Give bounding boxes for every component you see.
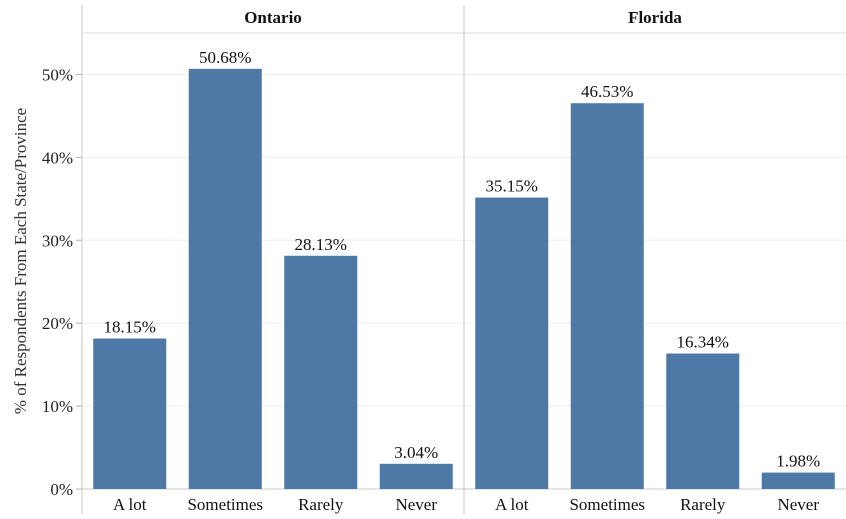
y-tick-label: 0% (50, 480, 73, 499)
x-tick-label: Rarely (680, 495, 726, 514)
x-tick-label: A lot (113, 495, 147, 514)
data-label: 35.15% (486, 177, 538, 196)
data-label: 50.68% (199, 48, 251, 67)
y-tick-label: 20% (42, 314, 73, 333)
data-label: 28.13% (295, 235, 347, 254)
x-tick-label: Never (395, 495, 437, 514)
data-label: 1.98% (776, 452, 820, 471)
bar (93, 338, 167, 489)
data-label: 3.04% (394, 443, 438, 462)
bar (761, 472, 835, 489)
bar (379, 463, 453, 489)
data-label: 46.53% (581, 82, 633, 101)
y-tick-label: 50% (42, 65, 73, 84)
bar (188, 68, 262, 490)
panel-title: Florida (628, 8, 682, 27)
panel-title: Ontario (244, 8, 302, 27)
x-tick-label: A lot (495, 495, 529, 514)
bar (284, 255, 358, 489)
y-axis-title: % of Respondents From Each State/Provinc… (11, 108, 30, 414)
y-tick-label: 40% (42, 148, 73, 167)
bar (666, 353, 740, 489)
bar (475, 197, 549, 490)
chart-text: 0% 10% 20% 30% 40% 50% Ontario 18.15% A lot 50.68… (42, 8, 820, 514)
x-tick-label: Never (777, 495, 819, 514)
bar (570, 103, 644, 489)
data-label: 16.34% (677, 333, 729, 352)
x-tick-label: Sometimes (569, 495, 645, 514)
x-tick-label: Sometimes (187, 495, 263, 514)
x-tick-label: Rarely (298, 495, 344, 514)
y-tick-label: 10% (42, 397, 73, 416)
data-label: 18.15% (104, 318, 156, 337)
bars (93, 68, 835, 490)
y-tick-label: 30% (42, 231, 73, 250)
